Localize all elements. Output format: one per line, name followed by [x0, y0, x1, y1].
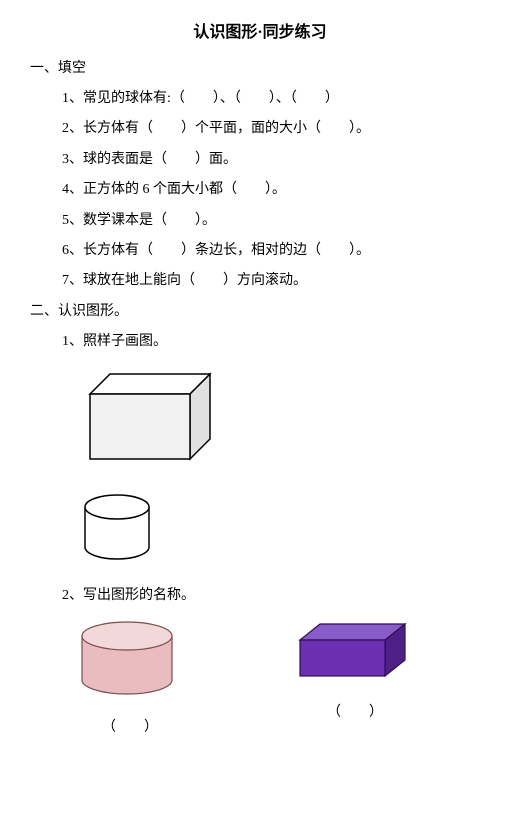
q1-4: 4、正方体的 6 个面大小都（ ）。 [62, 179, 490, 201]
q2-2: 2、写出图形的名称。 [62, 585, 490, 607]
section1-heading: 一、填空 [30, 58, 490, 80]
pink-cylinder-caption: （ ） [70, 717, 190, 739]
q1-1: 1、常见的球体有:（ ）、（ ）、（ ） [62, 88, 490, 110]
q2-1: 1、照样子画图。 [62, 331, 490, 353]
cuboid-outline-icon [70, 364, 220, 469]
section2-heading: 二、认识图形。 [30, 301, 490, 323]
q1-7: 7、球放在地上能向（ ）方向滚动。 [62, 270, 490, 292]
example-cylinder [70, 487, 490, 575]
purple-cuboid-icon [290, 618, 420, 688]
pink-cylinder-block: （ ） [70, 618, 190, 740]
purple-cuboid-caption: （ ） [290, 702, 420, 724]
q1-3: 3、球的表面是（ ）面。 [62, 149, 490, 171]
example-cuboid [70, 364, 490, 477]
pink-cylinder-icon [70, 618, 190, 703]
purple-cuboid-block: （ ） [290, 618, 420, 740]
q1-2: 2、长方体有（ ）个平面，面的大小（ ）。 [62, 118, 490, 140]
q1-5: 5、数学课本是（ ）。 [62, 210, 490, 232]
cylinder-outline-icon [70, 487, 170, 567]
page-title: 认识图形·同步练习 [30, 20, 490, 46]
q1-6: 6、长方体有（ ）条边长，相对的边（ ）。 [62, 240, 490, 262]
